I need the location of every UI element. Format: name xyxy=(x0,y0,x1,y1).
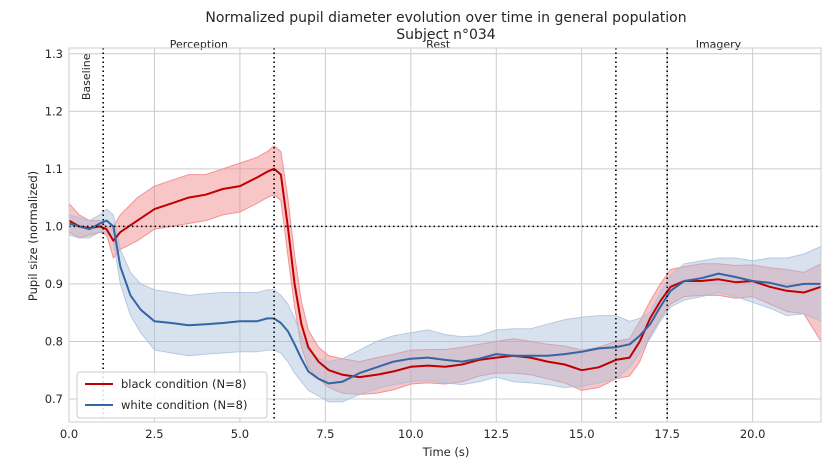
phase-label: Baseline xyxy=(80,53,93,100)
plot-area-frame xyxy=(68,47,822,423)
y-axis-label: Pupil size (normalized) xyxy=(26,171,40,301)
y-tick-label: 1.0 xyxy=(45,219,63,233)
x-tick-label: 15.0 xyxy=(569,427,595,441)
y-axis-ticks: 0.7 0.8 0.9 1.0 1.1 1.2 1.3 xyxy=(45,47,63,406)
series-line-0 xyxy=(68,167,822,379)
y-tick-label: 0.8 xyxy=(45,334,63,348)
y-tick-label: 1.1 xyxy=(45,162,63,176)
x-tick-label: 12.5 xyxy=(483,427,509,441)
y-tick-label: 1.2 xyxy=(45,104,63,118)
legend: black condition (N=8) white condition (N… xyxy=(76,371,268,419)
series-line-1 xyxy=(68,219,821,385)
y-tick-label: 1.3 xyxy=(45,47,63,61)
x-tick-label: 10.0 xyxy=(398,427,424,441)
series-lines xyxy=(68,167,822,385)
y-tick-label: 0.7 xyxy=(45,392,63,406)
phase-label: Rest xyxy=(426,38,451,51)
x-tick-label: 17.5 xyxy=(654,427,680,441)
phase-label: Perception xyxy=(170,38,228,51)
x-axis-label: Time (s) xyxy=(422,445,470,459)
chart-title: Normalized pupil diameter evolution over… xyxy=(205,10,686,26)
x-tick-label: 20.0 xyxy=(740,427,766,441)
chart-subtitle: Subject n°034 xyxy=(396,27,495,43)
legend-label-white: white condition (N=8) xyxy=(121,398,247,412)
x-tick-label: 5.0 xyxy=(231,427,249,441)
phase-label: Imagery xyxy=(696,38,742,51)
reference-lines xyxy=(69,48,821,422)
y-tick-label: 0.9 xyxy=(45,277,63,291)
x-tick-label: 7.5 xyxy=(316,427,334,441)
x-tick-label: 2.5 xyxy=(145,427,163,441)
x-tick-label: 0.0 xyxy=(60,427,78,441)
legend-label-black: black condition (N=8) xyxy=(121,377,247,391)
x-axis-ticks: 0.0 2.5 5.0 7.5 10.0 12.5 15.0 17.5 20.0 xyxy=(60,427,766,441)
legend-box xyxy=(76,371,268,419)
